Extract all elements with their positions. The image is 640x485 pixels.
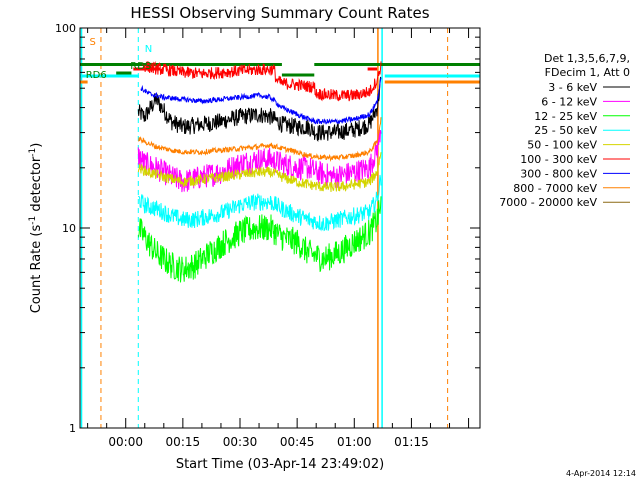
y-axis-label-main: Count Rate (s — [29, 225, 44, 314]
legend-label-4: 50 - 100 keV — [527, 139, 597, 152]
bar-gap — [281, 63, 315, 75]
axes: 1 10 100 00:00 00:15 00:30 00:45 01:00 01:15 — [55, 22, 480, 449]
legend-label-8: 7000 - 20000 keV — [499, 196, 597, 209]
annotation-rd6: RD6 — [86, 70, 107, 81]
legend-header-line-1: Det 1,3,5,6,7,9, — [544, 52, 630, 65]
series-line-5 — [142, 60, 382, 102]
series-line-2 — [137, 196, 382, 283]
x-axis-label: Start Time (03-Apr-14 23:49:02) — [176, 457, 384, 472]
y-axis-label: Count Rate (s-1 detector-1) — [28, 143, 44, 314]
series-line-7 — [138, 117, 382, 162]
annotation-s: S — [90, 37, 96, 48]
plot-timestamp: 4-Apr-2014 12:14 — [566, 469, 636, 478]
legend-label-6: 300 - 800 keV — [520, 167, 597, 180]
x-tick-label: 00:30 — [223, 435, 258, 449]
legend-label-1: 6 - 12 keV — [541, 95, 597, 108]
series-line-6 — [140, 77, 382, 125]
legend: Det 1,3,5,6,7,9, FDecim 1, Att 0 3 - 6 k… — [499, 52, 630, 209]
y-axis-label-exp2: -1 — [28, 148, 38, 157]
y-tick-label: 100 — [55, 22, 76, 35]
plot-content — [80, 28, 480, 428]
series-line-0 — [137, 76, 382, 142]
legend-label-7: 800 - 7000 keV — [513, 182, 597, 195]
legend-label-5: 100 - 300 keV — [520, 153, 597, 166]
plot-area: S N RD6 RDS — [80, 28, 480, 428]
legend-label-0: 3 - 6 keV — [548, 81, 597, 94]
annotation-rds: RDS — [130, 61, 151, 72]
series-line-3 — [137, 174, 382, 232]
x-tick-label: 01:00 — [337, 435, 372, 449]
y-axis-label-end: ) — [29, 143, 44, 148]
annotation-n: N — [145, 44, 152, 55]
legend-label-3: 25 - 50 keV — [534, 124, 597, 137]
series-line-4 — [137, 152, 382, 193]
x-tick-label: 00:15 — [166, 435, 201, 449]
series-line-1 — [137, 129, 382, 193]
x-tick-label: 00:45 — [280, 435, 315, 449]
y-axis-label-mid: detector — [29, 156, 44, 216]
legend-label-2: 12 - 25 keV — [534, 110, 597, 123]
chart-title: HESSI Observing Summary Count Rates — [130, 4, 429, 22]
y-tick-label: 10 — [62, 222, 76, 235]
x-tick-label: 00:00 — [108, 435, 143, 449]
y-axis-label-exp1: -1 — [28, 216, 38, 225]
y-tick-label: 1 — [69, 422, 76, 435]
x-tick-label: 01:15 — [394, 435, 429, 449]
legend-header-line-2: FDecim 1, Att 0 — [545, 66, 630, 79]
